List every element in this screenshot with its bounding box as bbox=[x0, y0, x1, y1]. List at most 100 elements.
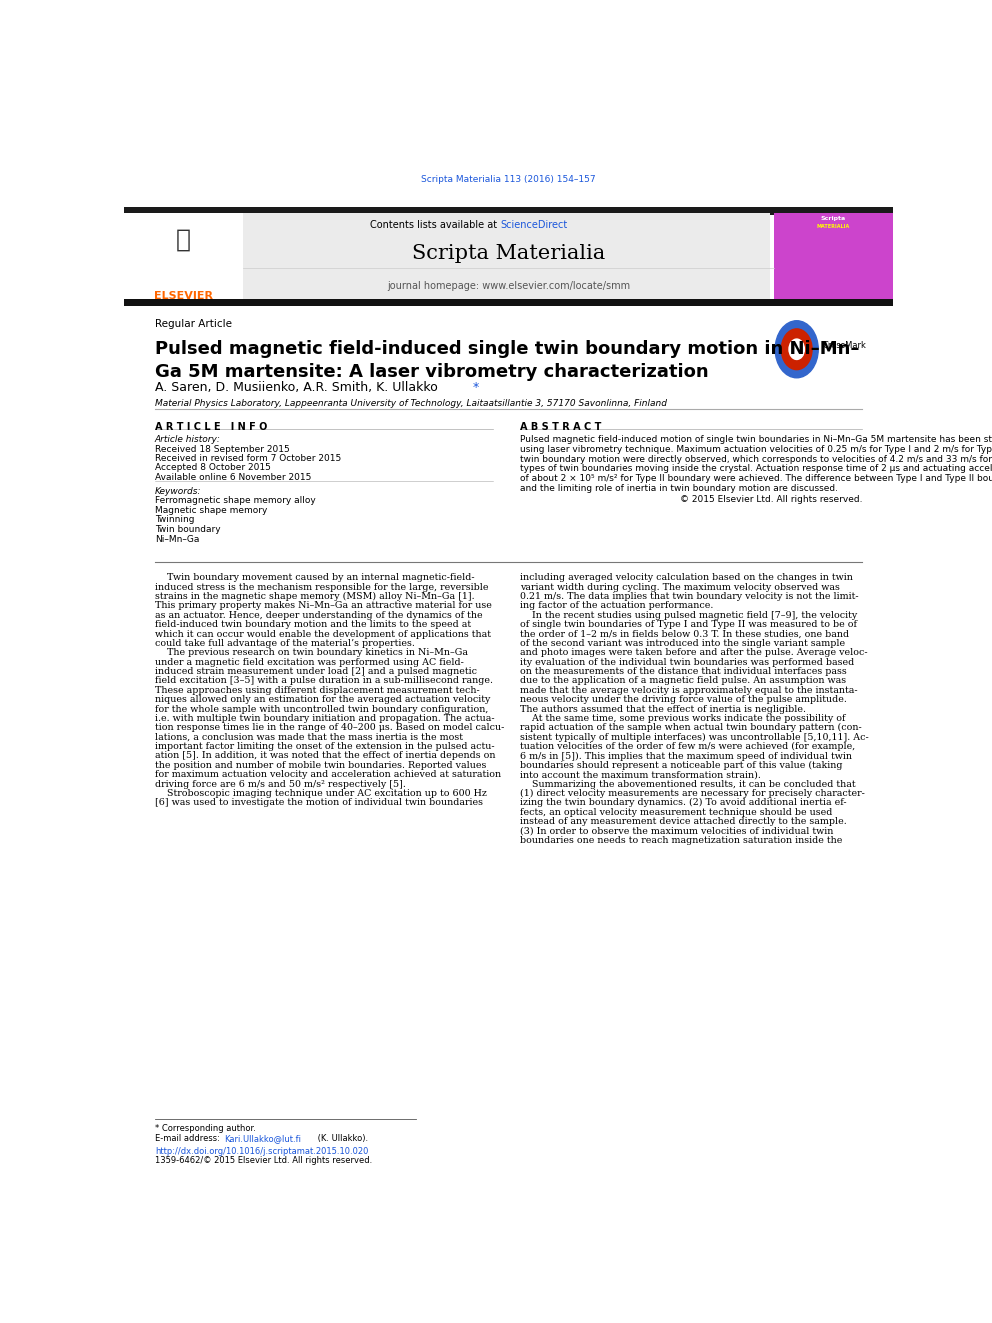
Text: In the recent studies using pulsed magnetic field [7–9], the velocity: In the recent studies using pulsed magne… bbox=[520, 611, 857, 620]
Text: which it can occur would enable the development of applications that: which it can occur would enable the deve… bbox=[155, 630, 491, 639]
Text: and photo images were taken before and after the pulse. Average veloc-: and photo images were taken before and a… bbox=[520, 648, 868, 658]
Text: neous velocity under the driving force value of the pulse amplitude.: neous velocity under the driving force v… bbox=[520, 695, 847, 704]
Circle shape bbox=[782, 329, 812, 369]
Text: Article history:: Article history: bbox=[155, 435, 220, 443]
Text: twin boundary motion were directly observed, which corresponds to velocities of : twin boundary motion were directly obser… bbox=[520, 455, 992, 463]
Text: of single twin boundaries of Type I and Type II was measured to be of: of single twin boundaries of Type I and … bbox=[520, 620, 857, 630]
Text: lations, a conclusion was made that the mass inertia is the most: lations, a conclusion was made that the … bbox=[155, 733, 462, 742]
Text: could take full advantage of the material’s properties.: could take full advantage of the materia… bbox=[155, 639, 415, 648]
Text: E-mail address:: E-mail address: bbox=[155, 1134, 222, 1143]
Text: niques allowed only an estimation for the averaged actuation velocity: niques allowed only an estimation for th… bbox=[155, 695, 490, 704]
Text: under a magnetic field excitation was performed using AC field-: under a magnetic field excitation was pe… bbox=[155, 658, 463, 667]
Text: A B S T R A C T: A B S T R A C T bbox=[520, 422, 601, 431]
Text: due to the application of a magnetic field pulse. An assumption was: due to the application of a magnetic fie… bbox=[520, 676, 846, 685]
Text: Ga 5M martensite: A laser vibrometry characterization: Ga 5M martensite: A laser vibrometry cha… bbox=[155, 363, 708, 381]
Text: Kari.Ullakko@lut.fi: Kari.Ullakko@lut.fi bbox=[224, 1134, 301, 1143]
Text: boundaries should represent a noticeable part of this value (taking: boundaries should represent a noticeable… bbox=[520, 761, 842, 770]
Text: Twin boundary movement caused by an internal magnetic-field-: Twin boundary movement caused by an inte… bbox=[155, 573, 474, 582]
Text: induced strain measurement under load [2] and a pulsed magnetic: induced strain measurement under load [2… bbox=[155, 667, 477, 676]
Text: http://dx.doi.org/10.1016/j.scriptamat.2015.10.020: http://dx.doi.org/10.1016/j.scriptamat.2… bbox=[155, 1147, 368, 1156]
Text: the position and number of mobile twin boundaries. Reported values: the position and number of mobile twin b… bbox=[155, 761, 486, 770]
Text: 6 m/s in [5]). This implies that the maximum speed of individual twin: 6 m/s in [5]). This implies that the max… bbox=[520, 751, 852, 761]
Text: Regular Article: Regular Article bbox=[155, 319, 232, 328]
Text: ity evaluation of the individual twin boundaries was performed based: ity evaluation of the individual twin bo… bbox=[520, 658, 854, 667]
Text: ELSEVIER: ELSEVIER bbox=[154, 291, 212, 302]
Text: Received in revised form 7 October 2015: Received in revised form 7 October 2015 bbox=[155, 454, 341, 463]
Text: MATERIALIA: MATERIALIA bbox=[816, 224, 849, 229]
FancyBboxPatch shape bbox=[124, 299, 893, 307]
FancyBboxPatch shape bbox=[243, 213, 770, 299]
Text: of the second variant was introduced into the single variant sample: of the second variant was introduced int… bbox=[520, 639, 845, 648]
Text: A. Saren, D. Musiienko, A.R. Smith, K. Ullakko: A. Saren, D. Musiienko, A.R. Smith, K. U… bbox=[155, 381, 441, 394]
Text: Pulsed magnetic field-induced single twin boundary motion in Ni–Mn–: Pulsed magnetic field-induced single twi… bbox=[155, 340, 859, 359]
Text: CrossMark: CrossMark bbox=[822, 341, 866, 351]
Text: journal homepage: www.elsevier.com/locate/smm: journal homepage: www.elsevier.com/locat… bbox=[387, 280, 630, 291]
Text: important factor limiting the onset of the extension in the pulsed actu-: important factor limiting the onset of t… bbox=[155, 742, 494, 751]
Text: 0.21 m/s. The data implies that twin boundary velocity is not the limit-: 0.21 m/s. The data implies that twin bou… bbox=[520, 593, 858, 601]
Text: types of twin boundaries moving inside the crystal. Actuation response time of 2: types of twin boundaries moving inside t… bbox=[520, 464, 992, 474]
FancyBboxPatch shape bbox=[774, 213, 893, 299]
Text: These approaches using different displacement measurement tech-: These approaches using different displac… bbox=[155, 685, 479, 695]
Text: This primary property makes Ni–Mn–Ga an attractive material for use: This primary property makes Ni–Mn–Ga an … bbox=[155, 602, 492, 610]
Text: tion response times lie in the range of 40–200 μs. Based on model calcu-: tion response times lie in the range of … bbox=[155, 724, 504, 733]
Text: and the limiting role of inertia in twin boundary motion are discussed.: and the limiting role of inertia in twin… bbox=[520, 484, 838, 493]
Text: * Corresponding author.: * Corresponding author. bbox=[155, 1125, 256, 1134]
Text: i.e. with multiple twin boundary initiation and propagation. The actua-: i.e. with multiple twin boundary initiat… bbox=[155, 714, 494, 722]
Text: tuation velocities of the order of few m/s were achieved (for example,: tuation velocities of the order of few m… bbox=[520, 742, 855, 751]
Text: instead of any measurement device attached directly to the sample.: instead of any measurement device attach… bbox=[520, 818, 847, 826]
Text: driving force are 6 m/s and 50 m/s² respectively [5].: driving force are 6 m/s and 50 m/s² resp… bbox=[155, 779, 406, 789]
Text: field-induced twin boundary motion and the limits to the speed at: field-induced twin boundary motion and t… bbox=[155, 620, 471, 630]
Text: A R T I C L E   I N F O: A R T I C L E I N F O bbox=[155, 422, 267, 431]
Text: Ferromagnetic shape memory alloy: Ferromagnetic shape memory alloy bbox=[155, 496, 315, 505]
Text: ScienceDirect: ScienceDirect bbox=[501, 220, 568, 230]
Text: Twinning: Twinning bbox=[155, 515, 194, 524]
Text: (1) direct velocity measurements are necessary for precisely character-: (1) direct velocity measurements are nec… bbox=[520, 789, 865, 798]
Text: © 2015 Elsevier Ltd. All rights reserved.: © 2015 Elsevier Ltd. All rights reserved… bbox=[680, 495, 862, 504]
Text: (3) In order to observe the maximum velocities of individual twin: (3) In order to observe the maximum velo… bbox=[520, 827, 833, 835]
Text: Received 18 September 2015: Received 18 September 2015 bbox=[155, 445, 290, 454]
Circle shape bbox=[775, 320, 818, 378]
Text: Scripta Materialia: Scripta Materialia bbox=[412, 245, 605, 263]
Text: 🌳: 🌳 bbox=[176, 228, 190, 253]
Text: (K. Ullakko).: (K. Ullakko). bbox=[314, 1134, 368, 1143]
Text: izing the twin boundary dynamics. (2) To avoid additional inertia ef-: izing the twin boundary dynamics. (2) To… bbox=[520, 798, 846, 807]
Text: using laser vibrometry technique. Maximum actuation velocities of 0.25 m/s for T: using laser vibrometry technique. Maximu… bbox=[520, 445, 992, 454]
Text: for maximum actuation velocity and acceleration achieved at saturation: for maximum actuation velocity and accel… bbox=[155, 770, 501, 779]
Text: Accepted 8 October 2015: Accepted 8 October 2015 bbox=[155, 463, 271, 472]
Text: induced stress is the mechanism responsible for the large, reversible: induced stress is the mechanism responsi… bbox=[155, 582, 488, 591]
Text: ing factor of the actuation performance.: ing factor of the actuation performance. bbox=[520, 602, 713, 610]
Text: Twin boundary: Twin boundary bbox=[155, 525, 220, 534]
Text: At the same time, some previous works indicate the possibility of: At the same time, some previous works in… bbox=[520, 714, 845, 722]
Text: Scripta: Scripta bbox=[820, 216, 845, 221]
Text: Scripta Materialia 113 (2016) 154–157: Scripta Materialia 113 (2016) 154–157 bbox=[421, 175, 596, 184]
Text: boundaries one needs to reach magnetization saturation inside the: boundaries one needs to reach magnetizat… bbox=[520, 836, 842, 845]
Text: made that the average velocity is approximately equal to the instanta-: made that the average velocity is approx… bbox=[520, 685, 857, 695]
FancyBboxPatch shape bbox=[124, 213, 243, 299]
Text: field excitation [3–5] with a pulse duration in a sub-millisecond range.: field excitation [3–5] with a pulse dura… bbox=[155, 676, 493, 685]
Text: Keywords:: Keywords: bbox=[155, 487, 201, 496]
Text: including averaged velocity calculation based on the changes in twin: including averaged velocity calculation … bbox=[520, 573, 853, 582]
Text: of about 2 × 10⁵ m/s² for Type II boundary were achieved. The difference between: of about 2 × 10⁵ m/s² for Type II bounda… bbox=[520, 475, 992, 483]
Text: [6] was used to investigate the motion of individual twin boundaries: [6] was used to investigate the motion o… bbox=[155, 798, 483, 807]
Text: The previous research on twin boundary kinetics in Ni–Mn–Ga: The previous research on twin boundary k… bbox=[155, 648, 468, 658]
Text: the order of 1–2 m/s in fields below 0.3 T. In these studies, one band: the order of 1–2 m/s in fields below 0.3… bbox=[520, 630, 849, 639]
Text: Available online 6 November 2015: Available online 6 November 2015 bbox=[155, 472, 311, 482]
Text: variant width during cycling. The maximum velocity observed was: variant width during cycling. The maximu… bbox=[520, 582, 840, 591]
Text: as an actuator. Hence, deeper understanding of the dynamics of the: as an actuator. Hence, deeper understand… bbox=[155, 611, 482, 620]
Text: Contents lists available at: Contents lists available at bbox=[370, 220, 501, 230]
Text: rapid actuation of the sample when actual twin boundary pattern (con-: rapid actuation of the sample when actua… bbox=[520, 724, 862, 733]
Text: Material Physics Laboratory, Lappeenranta University of Technology, Laitaatsilla: Material Physics Laboratory, Lappeenrant… bbox=[155, 400, 667, 409]
Text: on the measurements of the distance that individual interfaces pass: on the measurements of the distance that… bbox=[520, 667, 847, 676]
Text: fects, an optical velocity measurement technique should be used: fects, an optical velocity measurement t… bbox=[520, 807, 832, 816]
Text: sistent typically of multiple interfaces) was uncontrollable [5,10,11]. Ac-: sistent typically of multiple interfaces… bbox=[520, 733, 869, 742]
Text: ation [5]. In addition, it was noted that the effect of inertia depends on: ation [5]. In addition, it was noted tha… bbox=[155, 751, 495, 761]
Text: Magnetic shape memory: Magnetic shape memory bbox=[155, 505, 267, 515]
Circle shape bbox=[789, 339, 805, 360]
Text: Summarizing the abovementioned results, it can be concluded that: Summarizing the abovementioned results, … bbox=[520, 779, 855, 789]
Text: The authors assumed that the effect of inertia is negligible.: The authors assumed that the effect of i… bbox=[520, 705, 806, 713]
FancyBboxPatch shape bbox=[124, 206, 893, 214]
Text: Ni–Mn–Ga: Ni–Mn–Ga bbox=[155, 534, 199, 544]
Text: 1359-6462/© 2015 Elsevier Ltd. All rights reserved.: 1359-6462/© 2015 Elsevier Ltd. All right… bbox=[155, 1156, 372, 1166]
Text: Pulsed magnetic field-induced motion of single twin boundaries in Ni–Mn–Ga 5M ma: Pulsed magnetic field-induced motion of … bbox=[520, 435, 992, 443]
Text: *: * bbox=[472, 381, 478, 394]
